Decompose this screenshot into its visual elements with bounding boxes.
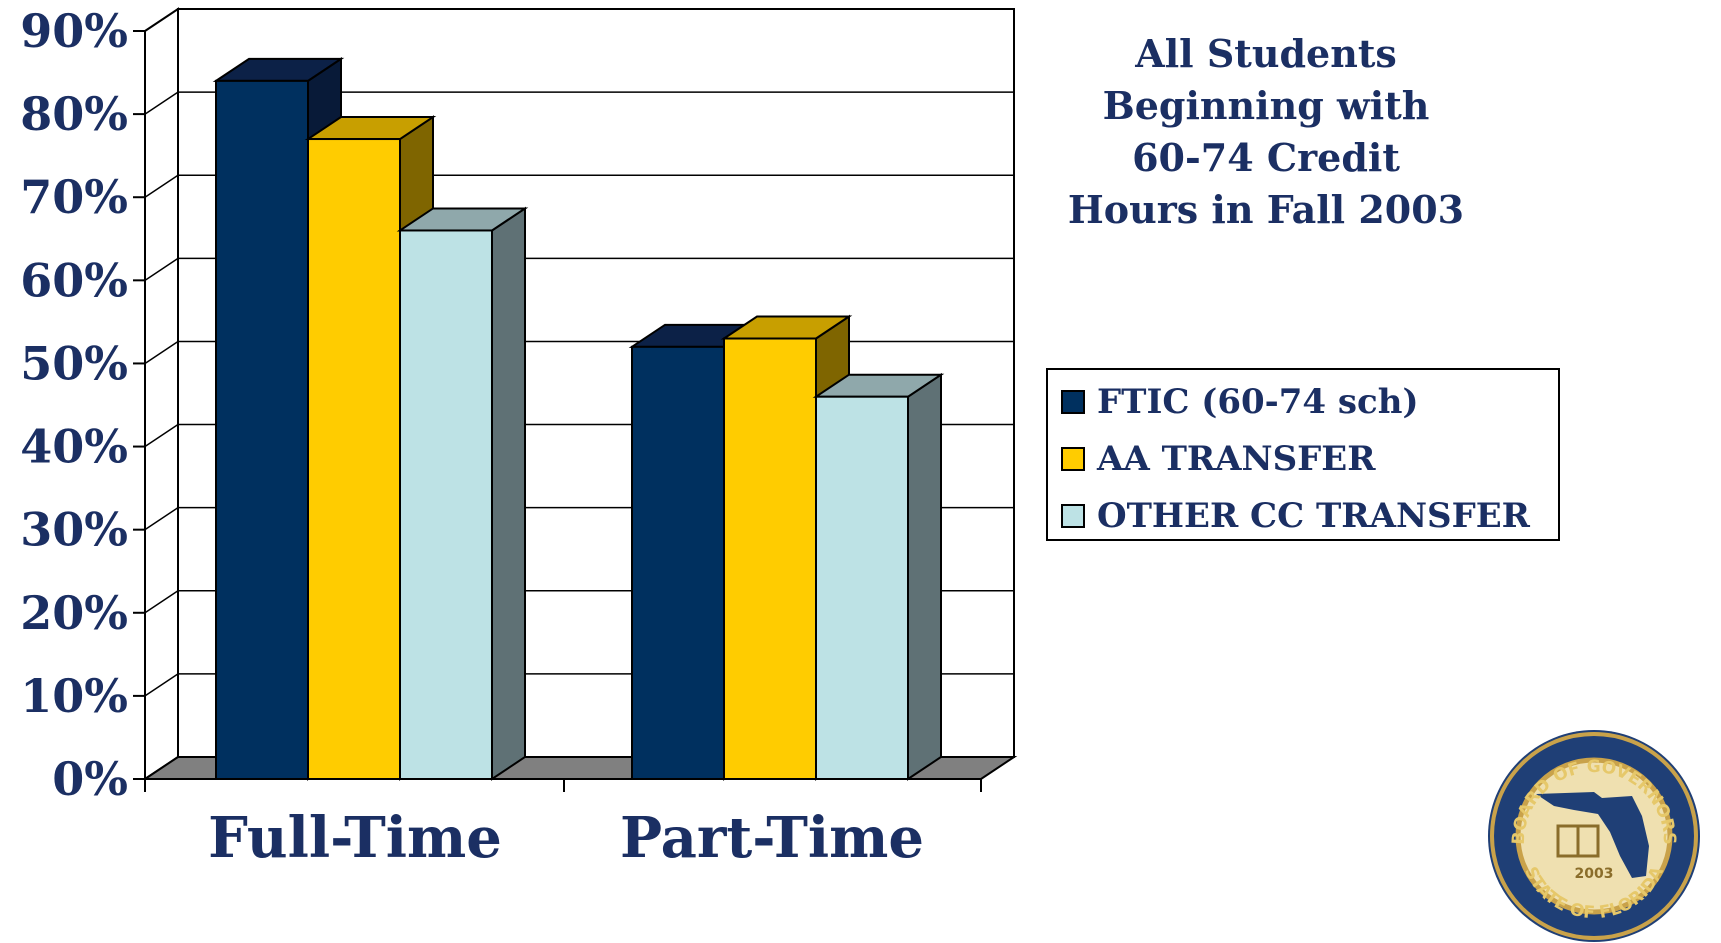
- legend-label: AA TRANSFER: [1096, 439, 1376, 479]
- chart-title-line: All Students: [1134, 31, 1397, 76]
- legend-box: [1046, 368, 1560, 541]
- y-tick-label: 90%: [20, 4, 128, 58]
- y-tick-label: 80%: [20, 87, 128, 141]
- legend-swatch: [1061, 390, 1085, 414]
- bar-front: [215, 79, 309, 781]
- y-tick-label: 10%: [20, 669, 128, 723]
- axes: [144, 31, 982, 792]
- bar-part-time-series-3: [812, 372, 945, 781]
- chart-title-line: Beginning with: [1103, 83, 1430, 128]
- legend: FTIC (60-74 sch) AA TRANSFER OTHER CC TRAN…: [1046, 368, 1560, 541]
- y-tick-label: 30%: [20, 503, 128, 557]
- y-axis-ticks: 0% 10% 20% 30% 40% 50% 60% 70% 80% 90%: [20, 4, 145, 806]
- florida-map-icon: [1536, 792, 1649, 878]
- legend-label: FTIC (60-74 sch): [1097, 382, 1419, 422]
- seal-year: 2003: [1575, 866, 1614, 882]
- x-category-label: Part-Time: [620, 805, 924, 871]
- gridline-side: [144, 590, 179, 614]
- bar-front: [723, 337, 817, 780]
- y-tick-label: 60%: [20, 253, 128, 307]
- bar-side: [907, 372, 942, 781]
- gridline-side: [144, 340, 179, 365]
- y-tick-label: 40%: [20, 420, 128, 474]
- bar-front: [399, 229, 493, 780]
- gridline-side: [144, 91, 179, 115]
- gridline-side: [144, 423, 179, 448]
- gridline-side: [144, 507, 179, 531]
- bar-side: [491, 206, 526, 781]
- side-wall: [144, 7, 179, 781]
- chart-title: All Students Beginning with 60-74 Credit Ho…: [1068, 31, 1464, 232]
- chart-title-line: 60-74 Credit: [1132, 135, 1400, 180]
- bar-front: [307, 138, 401, 781]
- gridline-side: [144, 673, 179, 697]
- x-category-label: Full-Time: [208, 805, 502, 871]
- legend-swatch: [1061, 447, 1085, 471]
- bar-front: [815, 395, 909, 780]
- legend-swatch: [1061, 504, 1085, 528]
- board-of-governors-seal: BOARD OF GOVERNORS STATE OF FLORIDA 2003: [1488, 730, 1700, 942]
- gridline-side: [144, 8, 179, 32]
- bar-full-time-series-3: [396, 206, 529, 781]
- y-tick-label: 50%: [20, 336, 128, 390]
- legend-label: OTHER CC TRANSFER: [1097, 496, 1531, 536]
- x-axis-categories: Full-Time Part-Time: [208, 805, 924, 871]
- bars: [212, 56, 945, 781]
- gridline-side: [144, 174, 179, 198]
- chart-title-line: Hours in Fall 2003: [1068, 187, 1464, 232]
- gridline-side: [144, 257, 179, 281]
- y-tick-label: 70%: [20, 170, 128, 224]
- y-tick-label: 0%: [52, 752, 128, 806]
- y-tick-label: 20%: [20, 586, 128, 640]
- bar-front: [631, 345, 725, 780]
